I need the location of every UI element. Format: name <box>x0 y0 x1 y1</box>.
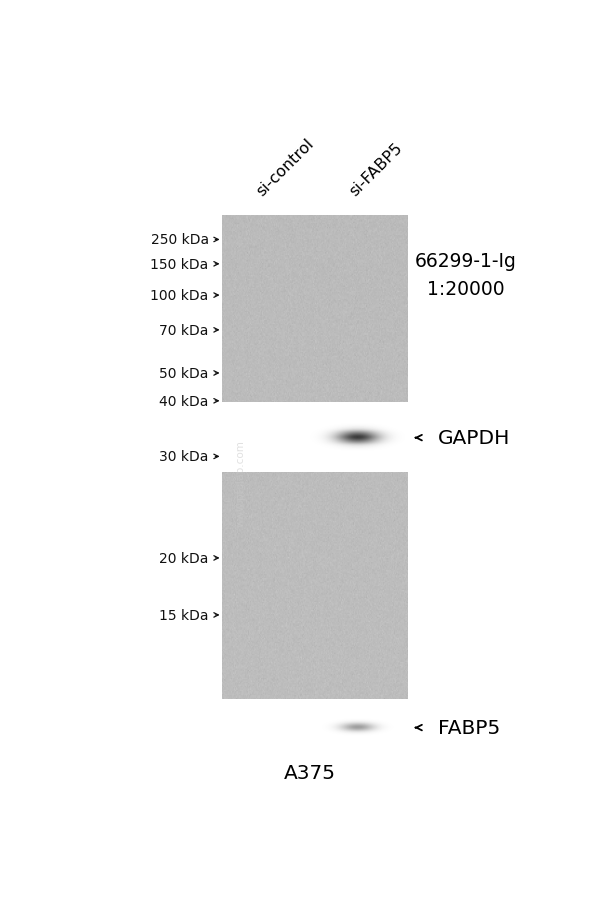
Text: si-control: si-control <box>254 135 317 198</box>
Text: A375: A375 <box>283 763 335 782</box>
Text: www.ptglab.com: www.ptglab.com <box>235 440 246 527</box>
Text: 1:20000: 1:20000 <box>427 280 505 299</box>
Text: GAPDH: GAPDH <box>438 428 510 447</box>
Text: FABP5: FABP5 <box>438 718 500 737</box>
Text: 50 kDa: 50 kDa <box>159 366 208 381</box>
Text: 150 kDa: 150 kDa <box>150 257 208 272</box>
Text: 70 kDa: 70 kDa <box>159 324 208 337</box>
Text: si-FABP5: si-FABP5 <box>346 140 405 198</box>
Text: 20 kDa: 20 kDa <box>159 551 208 566</box>
Text: 40 kDa: 40 kDa <box>159 394 208 409</box>
Text: 100 kDa: 100 kDa <box>150 289 208 303</box>
Text: 250 kDa: 250 kDa <box>151 234 208 247</box>
Text: 66299-1-Ig: 66299-1-Ig <box>415 252 517 271</box>
Text: 15 kDa: 15 kDa <box>159 608 208 622</box>
Text: 30 kDa: 30 kDa <box>159 450 208 464</box>
